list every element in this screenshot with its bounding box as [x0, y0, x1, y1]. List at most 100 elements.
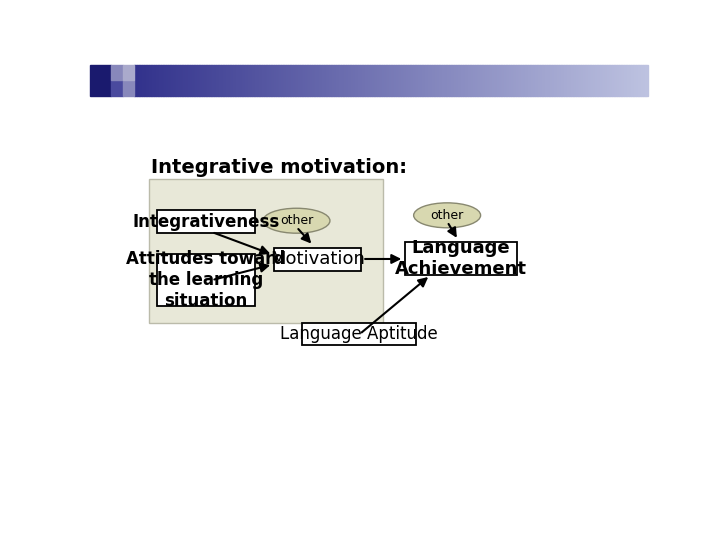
Bar [616, 65, 617, 96]
Bar [413, 65, 415, 96]
Bar [488, 65, 490, 96]
Bar [555, 65, 557, 96]
Bar [274, 65, 276, 96]
Bar [178, 65, 180, 96]
Bar [369, 65, 370, 96]
Bar [613, 65, 616, 96]
Bar [629, 65, 631, 96]
Bar [636, 65, 638, 96]
Bar [300, 65, 302, 96]
Bar [572, 65, 575, 96]
Bar [243, 65, 245, 96]
Bar [374, 65, 375, 96]
Bar [171, 65, 173, 96]
Bar [428, 65, 431, 96]
Bar [209, 65, 211, 96]
Bar [346, 65, 348, 96]
Bar [400, 65, 401, 96]
Bar [577, 65, 580, 96]
Bar [518, 65, 519, 96]
Bar [458, 65, 459, 96]
Bar [135, 65, 137, 96]
Bar [360, 65, 361, 96]
Bar [211, 65, 212, 96]
Bar [559, 65, 561, 96]
Bar [405, 241, 517, 275]
Bar [242, 65, 243, 96]
Bar [425, 65, 427, 96]
Bar [192, 65, 194, 96]
Bar [549, 65, 550, 96]
Bar [536, 65, 539, 96]
Bar [214, 65, 216, 96]
Bar [447, 65, 449, 96]
Bar [205, 65, 207, 96]
Bar [168, 65, 169, 96]
Bar [145, 65, 148, 96]
Bar [350, 65, 351, 96]
Bar [336, 65, 338, 96]
Bar [238, 65, 240, 96]
Bar [562, 65, 564, 96]
Bar [619, 65, 621, 96]
Bar [451, 65, 452, 96]
Bar [427, 65, 428, 96]
Bar [431, 65, 432, 96]
Bar [482, 65, 483, 96]
Bar [324, 65, 325, 96]
Bar [605, 65, 607, 96]
Bar [514, 65, 516, 96]
Bar [142, 65, 144, 96]
Bar [245, 65, 247, 96]
Bar [519, 65, 521, 96]
Bar [561, 65, 562, 96]
Bar [288, 65, 289, 96]
Bar [228, 65, 230, 96]
Bar [402, 65, 405, 96]
Text: Language Aptitude: Language Aptitude [280, 325, 438, 343]
Bar [513, 65, 514, 96]
Bar [161, 65, 163, 96]
Bar [247, 65, 248, 96]
Bar [207, 65, 209, 96]
Bar [292, 65, 293, 96]
Bar [250, 65, 252, 96]
Bar [338, 65, 339, 96]
Text: Motivation: Motivation [270, 250, 365, 268]
Bar [184, 65, 185, 96]
Bar [396, 65, 397, 96]
Bar [329, 65, 330, 96]
Bar [216, 65, 217, 96]
Bar [272, 65, 274, 96]
Bar [157, 210, 255, 233]
Bar [535, 65, 536, 96]
Bar [612, 65, 613, 96]
Bar [283, 65, 284, 96]
Bar [468, 65, 469, 96]
Bar [163, 65, 164, 96]
Bar [474, 65, 477, 96]
Bar [314, 65, 315, 96]
Bar [550, 65, 552, 96]
Bar [557, 65, 559, 96]
Bar [567, 65, 569, 96]
Bar [140, 65, 142, 96]
Bar [533, 65, 535, 96]
Bar [307, 65, 308, 96]
Bar [111, 80, 124, 96]
Bar [294, 65, 297, 96]
Bar [595, 65, 597, 96]
Bar [248, 65, 250, 96]
Bar [483, 65, 485, 96]
Bar [617, 65, 619, 96]
Bar [569, 65, 571, 96]
Bar [111, 65, 124, 80]
Bar [220, 65, 221, 96]
Bar [525, 65, 526, 96]
Bar [166, 65, 168, 96]
Bar [394, 65, 396, 96]
Bar [433, 65, 436, 96]
Text: Attitudes toward
the learning
situation: Attitudes toward the learning situation [126, 250, 285, 310]
Text: other: other [280, 214, 313, 227]
Bar [463, 65, 464, 96]
